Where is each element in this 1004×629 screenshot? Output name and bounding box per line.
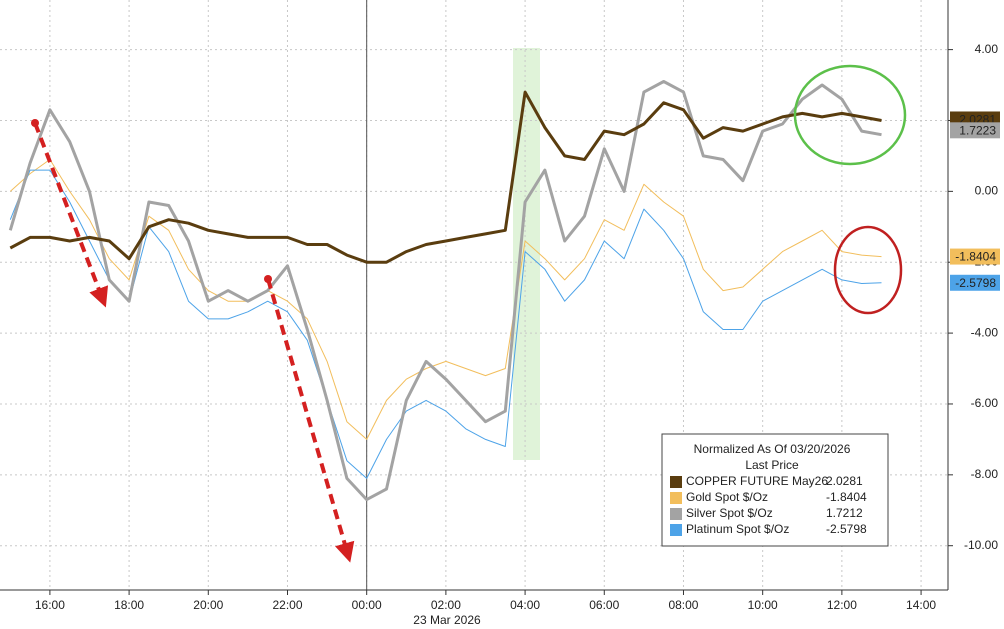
legend-label: Gold Spot $/Oz <box>686 490 768 504</box>
legend-box <box>661 433 889 547</box>
x-tick-label: 02:00 <box>431 598 461 612</box>
series-line <box>8 80 882 502</box>
y-tick-label: -10.00 <box>964 538 998 552</box>
legend-label: Silver Spot $/Oz <box>686 506 773 520</box>
highlight-circle <box>833 225 903 315</box>
legend-value: -2.5798 <box>826 522 867 536</box>
x-tick-label: 08:00 <box>668 598 698 612</box>
x-tick-label: 16:00 <box>35 598 65 612</box>
legend-swatch <box>670 492 682 504</box>
y-tick-label: 0.00 <box>975 184 999 198</box>
price-tag <box>950 274 1000 291</box>
legend-swatch <box>670 508 682 520</box>
price-tag-label: -1.8404 <box>955 250 996 264</box>
y-tick-label: -8.00 <box>971 467 999 481</box>
legend: Normalized As Of 03/20/2026 Last Price C… <box>661 433 889 547</box>
series-line <box>9 90 882 264</box>
x-tick-label: 06:00 <box>589 598 619 612</box>
price-tag <box>950 248 1000 265</box>
series-line <box>9 159 882 440</box>
y-tick-label: 4.00 <box>975 42 999 56</box>
annotations <box>31 64 907 563</box>
highlight-band <box>513 48 540 460</box>
price-tag <box>950 122 1000 139</box>
price-tag-label: -2.5798 <box>955 276 996 290</box>
y-tick-label: -6.00 <box>971 396 999 410</box>
x-tick-label: 22:00 <box>272 598 302 612</box>
x-tick-label: 20:00 <box>193 598 223 612</box>
legend-value: -1.8404 <box>826 490 867 504</box>
legend-swatch <box>670 476 682 488</box>
highlight-circle <box>793 64 907 166</box>
x-tick-label: 10:00 <box>748 598 778 612</box>
x-tick-label: 14:00 <box>906 598 936 612</box>
x-tick-label: 04:00 <box>510 598 540 612</box>
lines-layer <box>8 80 882 502</box>
legend-label: COPPER FUTURE May26 <box>686 474 828 488</box>
legend-subtitle: Last Price <box>745 458 799 472</box>
price-tag-label: 1.7223 <box>959 123 996 137</box>
legend-value: 2.0281 <box>826 474 863 488</box>
legend-swatch <box>670 524 682 536</box>
series-line <box>9 169 882 479</box>
legend-value: 1.7212 <box>826 506 863 520</box>
x-tick-label: 00:00 <box>352 598 382 612</box>
x-tick-label: 18:00 <box>114 598 144 612</box>
y-tick-label: -4.00 <box>971 325 999 339</box>
x-annotation: 23 Mar 2026 <box>413 613 481 627</box>
legend-title: Normalized As Of 03/20/2026 <box>694 442 851 456</box>
legend-label: Platinum Spot $/Oz <box>686 522 789 536</box>
x-tick-label: 12:00 <box>827 598 857 612</box>
